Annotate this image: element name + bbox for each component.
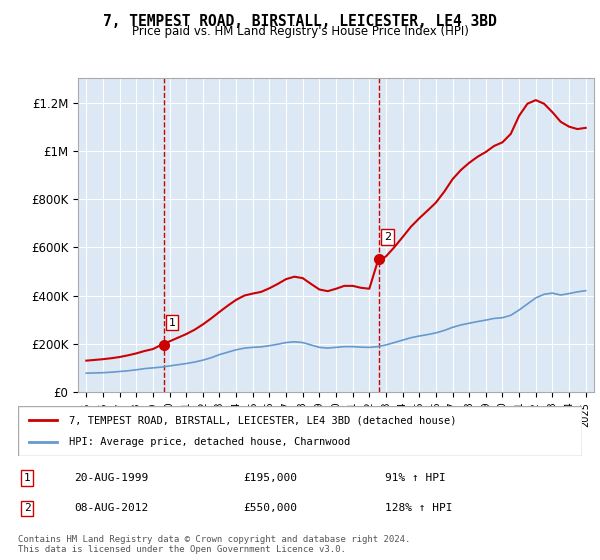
Text: £195,000: £195,000: [244, 473, 298, 483]
Text: 1: 1: [23, 473, 31, 483]
Text: HPI: Average price, detached house, Charnwood: HPI: Average price, detached house, Char…: [69, 437, 350, 447]
Text: Price paid vs. HM Land Registry's House Price Index (HPI): Price paid vs. HM Land Registry's House …: [131, 25, 469, 38]
Text: Contains HM Land Registry data © Crown copyright and database right 2024.
This d: Contains HM Land Registry data © Crown c…: [18, 535, 410, 554]
Text: 08-AUG-2012: 08-AUG-2012: [74, 503, 149, 514]
Text: 128% ↑ HPI: 128% ↑ HPI: [385, 503, 452, 514]
Text: 7, TEMPEST ROAD, BIRSTALL, LEICESTER, LE4 3BD: 7, TEMPEST ROAD, BIRSTALL, LEICESTER, LE…: [103, 14, 497, 29]
Text: 1: 1: [169, 318, 176, 328]
Text: 20-AUG-1999: 20-AUG-1999: [74, 473, 149, 483]
Text: 2: 2: [384, 232, 391, 242]
Text: 7, TEMPEST ROAD, BIRSTALL, LEICESTER, LE4 3BD (detached house): 7, TEMPEST ROAD, BIRSTALL, LEICESTER, LE…: [69, 415, 456, 425]
Text: £550,000: £550,000: [244, 503, 298, 514]
Text: 2: 2: [23, 503, 31, 514]
Text: 91% ↑ HPI: 91% ↑ HPI: [385, 473, 445, 483]
FancyBboxPatch shape: [18, 406, 582, 456]
